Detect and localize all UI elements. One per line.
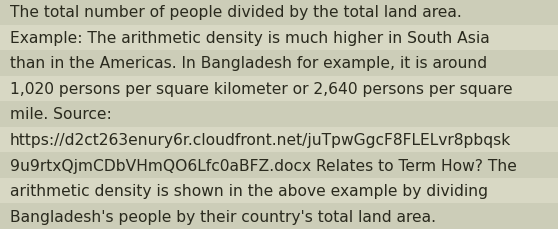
Bar bbox=[0, 153, 558, 178]
Bar bbox=[0, 102, 558, 127]
Bar bbox=[0, 127, 558, 153]
Bar bbox=[0, 51, 558, 76]
Text: mile. Source:: mile. Source: bbox=[10, 107, 112, 122]
Text: The total number of people divided by the total land area.: The total number of people divided by th… bbox=[10, 5, 462, 20]
Text: arithmetic density is shown in the above example by dividing: arithmetic density is shown in the above… bbox=[10, 183, 488, 198]
Text: Bangladesh's people by their country's total land area.: Bangladesh's people by their country's t… bbox=[10, 209, 436, 224]
Bar bbox=[0, 25, 558, 51]
Text: 1,020 persons per square kilometer or 2,640 persons per square: 1,020 persons per square kilometer or 2,… bbox=[10, 82, 513, 96]
Text: than in the Americas. In Bangladesh for example, it is around: than in the Americas. In Bangladesh for … bbox=[10, 56, 487, 71]
Text: 9u9rtxQjmCDbVHmQO6Lfc0aBFZ.docx Relates to Term How? The: 9u9rtxQjmCDbVHmQO6Lfc0aBFZ.docx Relates … bbox=[10, 158, 517, 173]
Text: https://d2ct263enury6r.cloudfront.net/juTpwGgcF8FLELvr8pbqsk: https://d2ct263enury6r.cloudfront.net/ju… bbox=[10, 133, 511, 147]
Text: Example: The arithmetic density is much higher in South Asia: Example: The arithmetic density is much … bbox=[10, 31, 490, 46]
Bar bbox=[0, 76, 558, 102]
Bar bbox=[0, 0, 558, 25]
Bar bbox=[0, 178, 558, 204]
Bar bbox=[0, 204, 558, 229]
